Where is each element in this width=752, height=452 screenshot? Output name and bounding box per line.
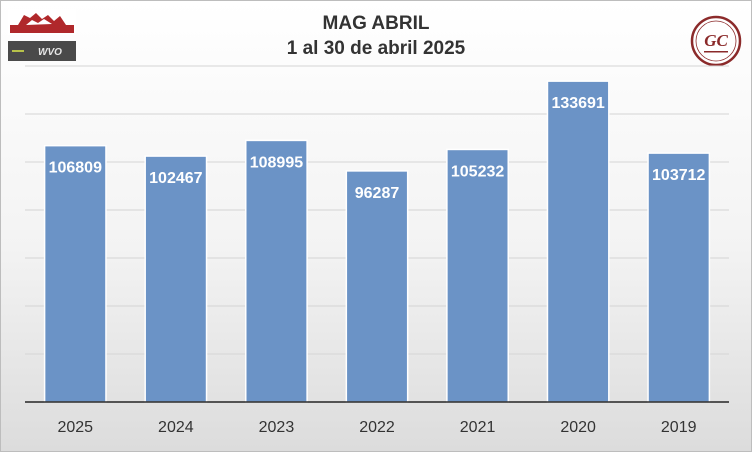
bars bbox=[43, 80, 711, 403]
value-labels: 106809 102467 108995 96287 105232 133691 10371… bbox=[49, 95, 706, 202]
value-label-2021: 105232 bbox=[451, 163, 504, 180]
bar-2023 bbox=[245, 139, 308, 403]
horse-logo bbox=[8, 9, 76, 35]
value-label-2020: 133691 bbox=[551, 95, 604, 112]
wvo-logo: WVO bbox=[8, 41, 76, 61]
value-label-2023: 108995 bbox=[250, 154, 303, 171]
gc-seal-text: GC bbox=[704, 31, 728, 50]
x-tick-labels: 2025 2024 2023 2022 2021 2020 2019 bbox=[57, 419, 696, 436]
bar-2020 bbox=[546, 80, 610, 403]
x-tick-label-2025: 2025 bbox=[57, 419, 93, 436]
title-block: MAG ABRIL 1 al 30 de abril 2025 bbox=[1, 11, 751, 61]
bar-2021 bbox=[446, 148, 509, 403]
value-label-2019: 103712 bbox=[652, 167, 705, 184]
bar-2024 bbox=[144, 155, 208, 403]
x-tick-label-2024: 2024 bbox=[158, 419, 194, 436]
x-tick-label-2022: 2022 bbox=[359, 419, 395, 436]
bar-2025 bbox=[43, 144, 107, 403]
x-tick-label-2021: 2021 bbox=[460, 419, 496, 436]
gc-seal-logo: GC bbox=[690, 15, 742, 67]
x-tick-label-2019: 2019 bbox=[661, 419, 697, 436]
value-label-2025: 106809 bbox=[49, 160, 102, 177]
x-tick-label-2023: 2023 bbox=[259, 419, 295, 436]
wvo-logo-text: WVO bbox=[38, 47, 62, 58]
value-label-2024: 102467 bbox=[149, 170, 202, 187]
value-label-2022: 96287 bbox=[355, 185, 400, 202]
chart-title: MAG ABRIL bbox=[322, 13, 430, 34]
bar-2022 bbox=[345, 170, 409, 403]
x-tick-label-2020: 2020 bbox=[560, 419, 596, 436]
chart-subtitle: 1 al 30 de abril 2025 bbox=[286, 38, 466, 59]
bar-2019 bbox=[647, 152, 711, 403]
